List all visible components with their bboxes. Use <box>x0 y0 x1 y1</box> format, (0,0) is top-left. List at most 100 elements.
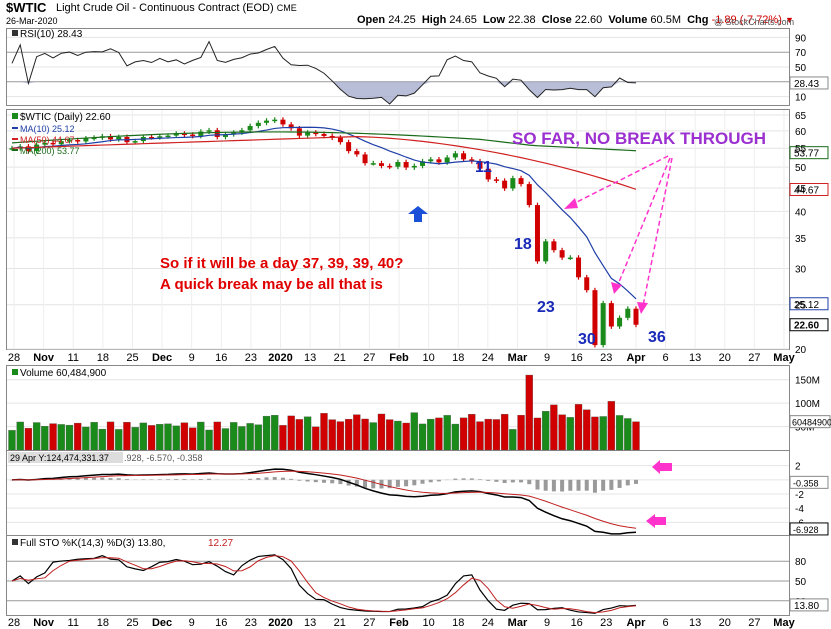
volume-bar <box>205 429 213 451</box>
macd-histogram-bar <box>280 477 285 480</box>
wave-label-18: 18 <box>514 236 532 253</box>
macd-tick-label: -2 <box>795 490 804 501</box>
volume-bar <box>607 401 616 451</box>
price-candle-body <box>608 303 614 327</box>
volume-bar <box>615 415 624 451</box>
x-tick-label: Feb <box>389 352 409 364</box>
volume-bar <box>139 422 148 451</box>
price-candle-body <box>75 140 81 142</box>
wave-label-11: 11 <box>475 159 492 176</box>
ohlc-summary: Open 24.25 High 24.65 Low 22.38 Close 22… <box>357 14 794 26</box>
macd-histogram-bar <box>182 479 187 480</box>
price-tick-label: 60 <box>795 127 807 138</box>
price-candle-body <box>157 136 163 138</box>
note-line-2: A quick break may be all that is <box>160 276 383 293</box>
x-tick-label-bottom: Feb <box>389 617 409 629</box>
price-tag-label-ma50: 44.67 <box>794 185 819 196</box>
x-tick-label: 16 <box>215 352 227 364</box>
price-candle-body <box>370 163 376 165</box>
price-tick-label: 40 <box>795 207 807 218</box>
macd-histogram-bar <box>92 477 97 480</box>
volume-bar <box>230 422 238 451</box>
price-candle-body <box>305 132 311 136</box>
macd-histogram-bar <box>486 479 491 481</box>
price-candle-body <box>50 142 56 145</box>
macd-histogram-bar <box>166 479 170 480</box>
volume-bar <box>599 416 607 451</box>
price-candle-body <box>91 137 97 140</box>
x-tick-label: 10 <box>422 352 434 364</box>
volume-bar <box>591 416 599 451</box>
volume-bar <box>476 421 484 451</box>
price-candle-body <box>247 126 253 131</box>
volume-last-tag <box>789 415 831 429</box>
macd-histogram-bar <box>469 478 474 480</box>
ma200-legend-swatch <box>12 149 18 151</box>
price-candle-body <box>354 151 360 155</box>
volume-panel: 150M100M50M60484900 <box>7 374 831 451</box>
x-tick-label-bottom: 23 <box>245 617 257 629</box>
price-candle-body <box>362 154 368 164</box>
price-candle-body <box>321 133 327 136</box>
price-candle-body <box>510 178 516 189</box>
x-tick-label: Mar <box>508 352 528 364</box>
sto-last-tag <box>789 598 829 612</box>
price-candle-body <box>633 308 639 325</box>
macd-histogram-bar <box>551 479 556 492</box>
price-tag-label-close: 22.60 <box>794 321 819 332</box>
price-candle-body <box>395 162 401 167</box>
macd-histogram-bar <box>461 478 466 480</box>
macd-tick-label: -4 <box>795 504 804 515</box>
x-tick-label: 13 <box>689 352 701 364</box>
price-tag-label-ma200: 53.77 <box>794 149 819 160</box>
volume-bar <box>410 412 418 451</box>
volume-bar <box>509 429 517 451</box>
macd-histogram-bar <box>584 479 589 491</box>
x-tick-label-bottom: 23 <box>600 617 612 629</box>
macd-signal-line <box>11 470 637 529</box>
x-tick-label: 23 <box>245 352 257 364</box>
price-candle-body <box>477 161 483 169</box>
macd-histogram-bar <box>207 478 212 480</box>
volume-bar <box>49 423 57 451</box>
price-candle-body <box>551 241 557 251</box>
x-tick-label-bottom: 16 <box>571 617 583 629</box>
price-tick-label: 25 <box>795 301 807 312</box>
macd-tick-label: 2 <box>795 462 801 473</box>
volume-bar <box>172 425 180 451</box>
price-tick-label: 45 <box>795 184 807 195</box>
volume-bar <box>271 414 279 451</box>
volume-bar <box>221 428 230 451</box>
macd-histogram-bar <box>387 479 392 489</box>
stockcharts-watermark: @ StockCharts.com <box>714 17 795 27</box>
sto-tick-label: 50 <box>795 577 807 588</box>
volume-bar <box>500 414 509 451</box>
volume-bar <box>295 419 304 451</box>
macd-histogram-bar <box>592 479 597 493</box>
volume-bar <box>98 428 106 451</box>
macd-histogram-bar <box>10 479 14 481</box>
price-candle-body <box>272 119 278 122</box>
volume-bar <box>131 427 139 451</box>
macd-histogram-bar <box>338 479 343 485</box>
macd-histogram-bar <box>256 478 261 480</box>
volume-bar <box>451 423 460 451</box>
rsi-tick-label: 10 <box>795 93 807 104</box>
x-tick-label: 9 <box>544 352 550 364</box>
price-candle-body <box>592 290 598 346</box>
macd-legend-a: 29 Apr Y:124,474,331.37 <box>10 453 109 463</box>
macd-legend-b: .928, -6.570, -0.358 <box>124 453 203 463</box>
macd-histogram-bar <box>420 479 425 484</box>
price-candle-body <box>190 134 196 137</box>
volume-bar <box>279 425 287 451</box>
macd-histogram-bar <box>543 479 548 491</box>
volume-bar <box>8 430 16 451</box>
x-tick-label: 11 <box>68 352 79 364</box>
volume-bar <box>353 414 361 451</box>
volume-bar <box>328 419 336 451</box>
macd-histogram-bar <box>297 479 302 481</box>
volume-bar <box>492 419 501 451</box>
volume-bar <box>254 424 262 451</box>
x-tick-label-bottom: 9 <box>189 617 195 629</box>
ma50-legend: MA(50) 44.67 <box>20 135 75 145</box>
